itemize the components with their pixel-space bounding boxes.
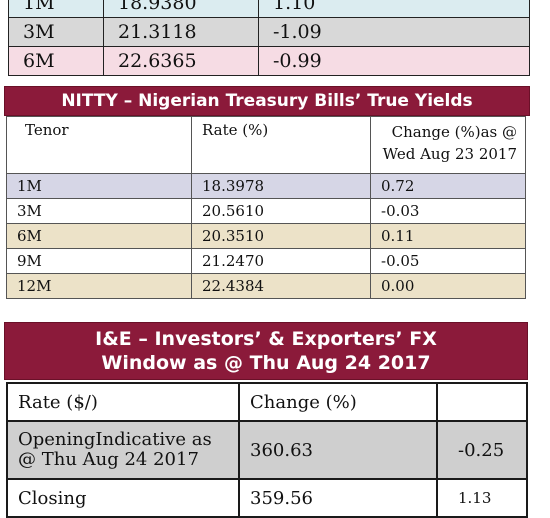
table-header-row: Tenor Rate (%) Change (%)as @ Wed Aug 23…: [6, 116, 526, 174]
table-row: 12M 22.4384 0.00: [6, 273, 526, 299]
rate-cell: 20.3510: [191, 223, 371, 249]
fx-table: Rate ($/) Change (%) OpeningIndicative a…: [6, 382, 528, 518]
change-cell: 0.11: [370, 223, 526, 249]
empty-header-cell: [436, 382, 528, 422]
change-cell: -0.03: [370, 198, 526, 224]
tenor-cell: 1M: [6, 173, 192, 199]
rate-cell: 18.9380: [103, 0, 259, 18]
change-cell: -0.99: [258, 46, 530, 76]
tenor-cell: 1M: [8, 0, 104, 18]
fx-change-cell: -0.25: [436, 420, 528, 480]
nitty-title: NITTY – Nigerian Treasury Bills’ True Yi…: [4, 86, 530, 116]
rate-cell: 20.5610: [191, 198, 371, 224]
table-row: 9M 21.2470 -0.05: [6, 248, 526, 274]
nitty-table: Tenor Rate (%) Change (%)as @ Wed Aug 23…: [6, 116, 526, 299]
fx-label-line1: OpeningIndicative as: [18, 429, 212, 450]
change-header: Change (%): [238, 382, 438, 422]
top-yields-table: 1M 18.9380 1.10 3M 21.3118 -1.09 6M 22.6…: [8, 0, 530, 76]
fx-label-cell: Closing: [6, 478, 240, 518]
table-row: 6M 20.3510 0.11: [6, 223, 526, 249]
change-header-line1: Change (%)as @: [391, 123, 517, 141]
rate-header: Rate (%): [191, 116, 371, 174]
table-row: 3M 20.5610 -0.03: [6, 198, 526, 224]
table-row: OpeningIndicative as @ Thu Aug 24 2017 3…: [6, 420, 528, 480]
change-cell: 0.00: [370, 273, 526, 299]
tenor-cell: 6M: [8, 46, 104, 76]
tenor-header: Tenor: [6, 116, 192, 174]
table-row: 6M 22.6365 -0.99: [8, 46, 530, 76]
fx-title: I&E – Investors’ & Exporters’ FX Window …: [4, 322, 528, 380]
fx-label-cell: OpeningIndicative as @ Thu Aug 24 2017: [6, 420, 240, 480]
tenor-cell: 3M: [8, 17, 104, 47]
fx-title-line1: I&E – Investors’ & Exporters’ FX: [95, 328, 437, 350]
rate-cell: 22.6365: [103, 46, 259, 76]
fx-label-line2: @ Thu Aug 24 2017: [18, 449, 199, 470]
change-header-line2: Wed Aug 23 2017: [382, 145, 517, 163]
tenor-cell: 6M: [6, 223, 192, 249]
table-row: 3M 21.3118 -1.09: [8, 17, 530, 47]
fx-value-cell: 360.63: [238, 420, 438, 480]
table-row: 1M 18.9380 1.10: [8, 0, 530, 18]
rate-cell: 22.4384: [191, 273, 371, 299]
change-header: Change (%)as @ Wed Aug 23 2017: [370, 116, 526, 174]
table-header-row: Rate ($/) Change (%): [6, 382, 528, 422]
tenor-cell: 9M: [6, 248, 192, 274]
fx-change-cell: 1.13: [436, 478, 528, 518]
tenor-cell: 12M: [6, 273, 192, 299]
rate-header: Rate ($/): [6, 382, 240, 422]
table-row: Closing 359.56 1.13: [6, 478, 528, 518]
change-cell: 0.72: [370, 173, 526, 199]
fx-value-cell: 359.56: [238, 478, 438, 518]
rate-cell: 21.3118: [103, 17, 259, 47]
change-cell: -0.05: [370, 248, 526, 274]
rate-cell: 18.3978: [191, 173, 371, 199]
fx-title-line2: Window as @ Thu Aug 24 2017: [101, 352, 431, 374]
table-row: 1M 18.3978 0.72: [6, 173, 526, 199]
change-cell: -1.09: [258, 17, 530, 47]
rate-cell: 21.2470: [191, 248, 371, 274]
change-cell: 1.10: [258, 0, 530, 18]
tenor-cell: 3M: [6, 198, 192, 224]
